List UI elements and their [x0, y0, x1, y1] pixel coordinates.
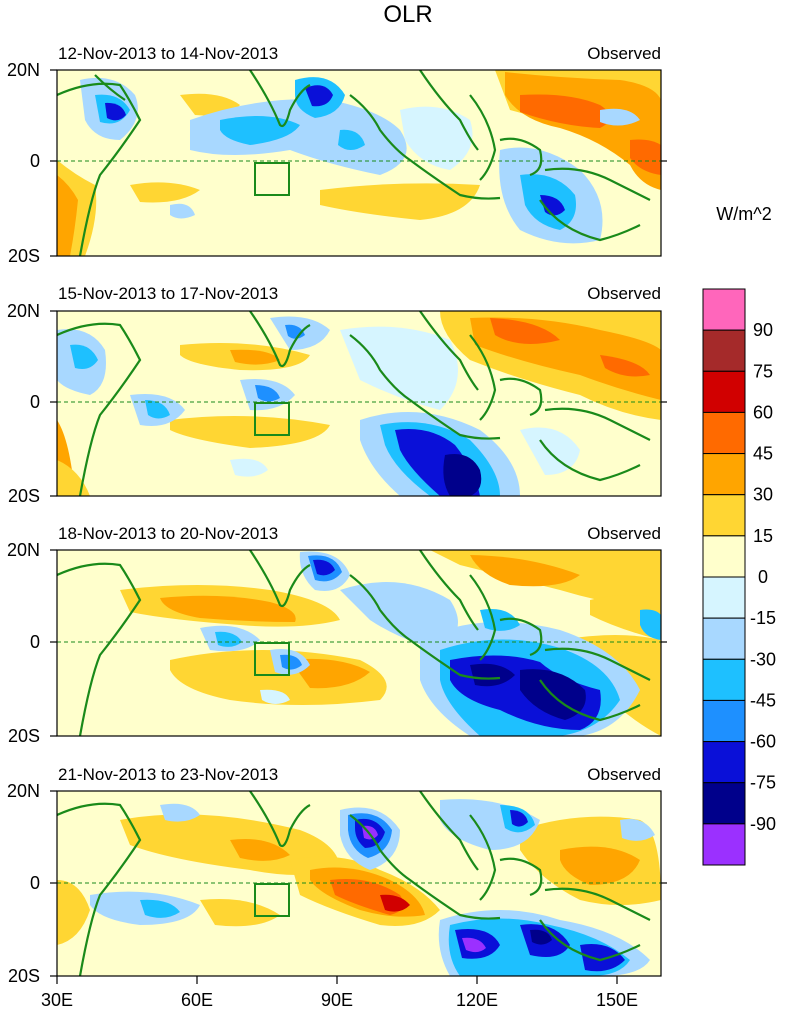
colorbar-label: -60 — [750, 732, 776, 752]
colorbar-label: 45 — [753, 444, 773, 464]
colorbar-label: 30 — [753, 485, 773, 505]
panel-2-region-box — [254, 402, 290, 436]
panel-1-coastlines — [57, 70, 651, 256]
panel-1-frame — [56, 69, 662, 257]
panel-2: 15-Nov-2013 to 17-Nov-2013 Observed — [56, 284, 662, 497]
lat-label: 20S — [8, 966, 40, 986]
colorbar-label: -90 — [750, 814, 776, 834]
lat-label: 0 — [30, 873, 40, 893]
longitude-labels: 30E 60E 90E 120E 150E — [41, 990, 638, 1010]
latitude-labels: 20N 0 20S 20N 0 20S 20N 0 20S 20N 0 20S — [7, 60, 40, 986]
lat-label: 20S — [8, 246, 40, 266]
lat-label: 0 — [30, 632, 40, 652]
colorbar-label: -30 — [750, 649, 776, 669]
panel-3-region-box — [254, 642, 290, 676]
lat-label: 20N — [7, 540, 40, 560]
colorbar-swatch — [702, 535, 746, 578]
colorbar-label: 15 — [753, 526, 773, 546]
lon-label: 120E — [456, 990, 498, 1010]
panel-4: 21-Nov-2013 to 23-Nov-2013 Observed — [56, 765, 662, 977]
panel-4-date-range: 21-Nov-2013 to 23-Nov-2013 — [58, 765, 278, 784]
colorbar-label: 90 — [753, 320, 773, 340]
colorbar-swatch — [702, 329, 746, 372]
colorbar-swatch — [702, 576, 746, 619]
panel-3-date-range: 18-Nov-2013 to 20-Nov-2013 — [58, 524, 278, 543]
colorbar-swatch — [702, 782, 746, 825]
lon-label: 30E — [41, 990, 73, 1010]
panel-2-coastlines — [57, 311, 651, 496]
colorbar-swatch — [702, 411, 746, 455]
panel-2-label: Observed — [587, 284, 661, 303]
colorbar-swatch — [702, 658, 746, 701]
lon-label: 60E — [181, 990, 213, 1010]
lat-label: 20N — [7, 781, 40, 801]
panel-3-label: Observed — [587, 524, 661, 543]
colorbar-label: -45 — [750, 690, 776, 710]
lat-label: 20N — [7, 301, 40, 321]
colorbar-swatch — [702, 617, 746, 660]
lon-label: 150E — [596, 990, 638, 1010]
panel-4-coastlines — [57, 791, 651, 976]
panel-3-coastlines — [57, 550, 651, 736]
latitude-ticks — [50, 69, 667, 977]
panel-2-date-range: 15-Nov-2013 to 17-Nov-2013 — [58, 284, 278, 303]
lat-label: 0 — [30, 392, 40, 412]
units-label: W/m^2 — [716, 204, 771, 224]
panel-1-date-range: 12-Nov-2013 to 14-Nov-2013 — [58, 44, 278, 63]
lat-label: 20S — [8, 726, 40, 746]
panel-2-field — [57, 311, 661, 496]
lat-label: 0 — [30, 151, 40, 171]
colorbar-swatch — [702, 370, 746, 413]
panel-1-label: Observed — [587, 44, 661, 63]
lon-label: 90E — [321, 990, 353, 1010]
colorbar-swatch — [702, 823, 746, 866]
colorbar-label: -15 — [750, 608, 776, 628]
colorbar-swatch — [702, 494, 746, 537]
colorbar-label: 0 — [758, 567, 768, 587]
panel-3: 18-Nov-2013 to 20-Nov-2013 Observed — [56, 524, 662, 737]
colorbar-swatch — [702, 288, 746, 331]
colorbar-label: -75 — [750, 773, 776, 793]
panel-2-frame — [56, 310, 662, 497]
colorbar-swatch — [702, 741, 746, 784]
colorbar: 90 75 60 45 30 15 0 -15 -30 -45 -60 -75 -90 — [702, 288, 776, 866]
panel-1-region-box — [254, 162, 290, 196]
colorbar-label: 75 — [753, 361, 773, 381]
panel-4-region-box — [254, 883, 290, 917]
panel-1: 12-Nov-2013 to 14-Nov-2013 Observed — [56, 44, 662, 257]
figure-title: OLR — [383, 1, 432, 28]
lat-label: 20N — [7, 60, 40, 80]
lat-label: 20S — [8, 486, 40, 506]
panel-4-label: Observed — [587, 765, 661, 784]
colorbar-swatch — [702, 699, 746, 743]
colorbar-label: 60 — [753, 402, 773, 422]
longitude-ticks — [56, 976, 618, 984]
panel-3-frame — [56, 549, 662, 737]
colorbar-swatch — [702, 453, 746, 496]
